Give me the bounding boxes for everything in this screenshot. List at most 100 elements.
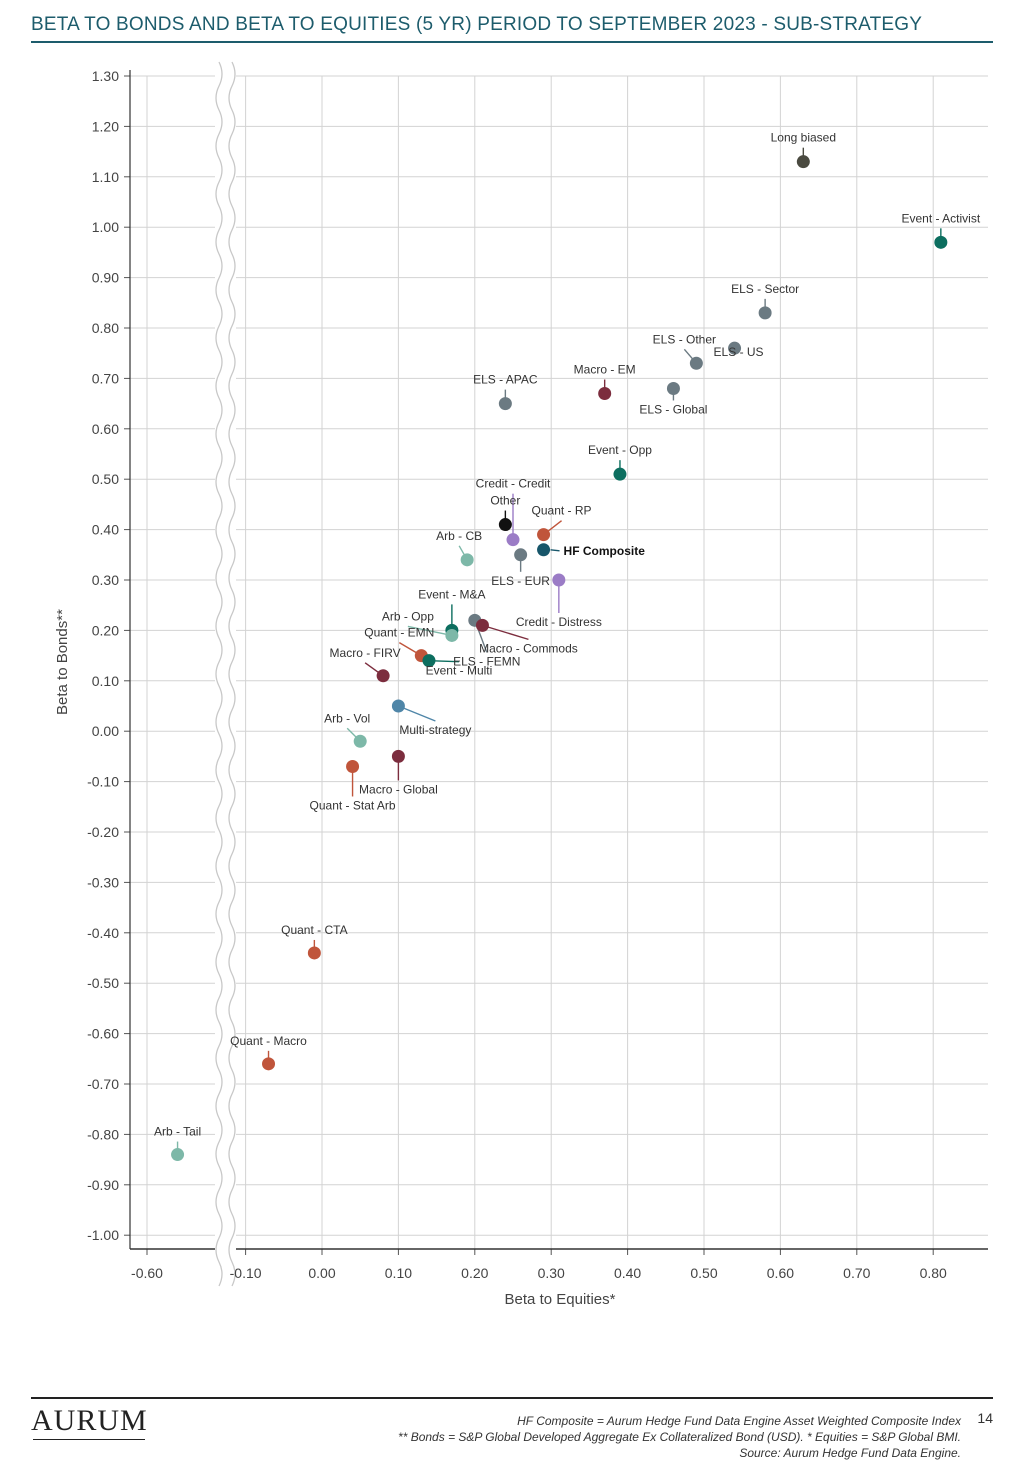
point-macro-commods: [475, 618, 489, 632]
point-label: Arb - Vol: [324, 711, 370, 725]
point-label: ELS - FEMN: [453, 654, 520, 668]
point-els-apac: [498, 397, 512, 411]
point-label: ELS - APAC: [473, 373, 538, 387]
logo-underline: [33, 1439, 145, 1440]
y-tick-label: 0.90: [92, 270, 119, 286]
y-tick-label: 1.00: [92, 219, 119, 235]
y-tick-label: -0.30: [87, 874, 119, 890]
point-label: Event - Activist: [901, 211, 980, 225]
point-label: Event - Opp: [588, 443, 652, 457]
x-axis-label: Beta to Equities*: [504, 1291, 616, 1308]
y-tick-label: 0.60: [92, 421, 119, 437]
x-tick-label: 0.30: [538, 1265, 565, 1281]
point-els-global: [666, 381, 680, 395]
x-tick-label: 0.60: [767, 1265, 794, 1281]
y-tick-label: -0.70: [87, 1076, 119, 1092]
title-rule: [31, 41, 993, 43]
point-multi-strategy: [391, 699, 405, 713]
point-label: ELS - Sector: [731, 282, 799, 296]
point-label: Long biased: [771, 131, 836, 145]
point-label: Quant - EMN: [364, 626, 434, 640]
point-els-us: [728, 341, 742, 355]
point-label: Other: [490, 494, 520, 508]
y-tick-label: -0.60: [87, 1026, 119, 1042]
point-quant-macro: [262, 1057, 276, 1071]
y-tick-label: 0.10: [92, 673, 119, 689]
y-tick-label: 0.30: [92, 572, 119, 588]
point-label: Macro - FIRV: [330, 646, 401, 660]
point-quant-stat-arb: [346, 759, 360, 773]
y-tick-label: -0.10: [87, 774, 119, 790]
point-label: ELS - Global: [639, 402, 707, 416]
axes: [124, 60, 988, 1287]
y-tick-label: 0.70: [92, 370, 119, 386]
y-tick-label: 0.40: [92, 522, 119, 538]
y-tick-label: -0.90: [87, 1177, 119, 1193]
y-tick-label: 0.50: [92, 471, 119, 487]
point-labels: Long biased Event - Activist ELS - Sector E…: [154, 131, 981, 1139]
point-label: Credit - Credit: [476, 477, 551, 491]
footnotes: HF Composite = Aurum Hedge Fund Data Eng…: [398, 1413, 961, 1461]
point-arb-vol: [353, 734, 367, 748]
y-tick-label: 1.10: [92, 169, 119, 185]
y-axis-label: Beta to Bonds**: [54, 609, 71, 715]
x-tick-label: 0.20: [461, 1265, 488, 1281]
y-tick-label: -0.40: [87, 925, 119, 941]
x-tick-label: 0.80: [920, 1265, 947, 1281]
point-credit-credit: [506, 533, 520, 547]
point-label: ELS - Other: [653, 332, 716, 346]
x-tick-label: 0.50: [690, 1265, 717, 1281]
point-label: Event - M&A: [418, 587, 485, 601]
footnote-source: Source: Aurum Hedge Fund Data Engine.: [739, 1446, 961, 1460]
point-label: ELS - US: [714, 345, 764, 359]
leader-line: [398, 705, 436, 722]
leader-line: [407, 625, 453, 637]
leader-line: [482, 624, 529, 641]
point-label: Macro - EM: [574, 363, 636, 377]
point-macro-firv: [376, 669, 390, 683]
point-els-sector: [758, 306, 772, 320]
point-quant-rp: [537, 528, 551, 542]
page-number: 14: [977, 1410, 993, 1426]
scatter-chart: 1.30 1.20 1.10 1.00 0.90 0.80 0.70 0.60 0.50 0.40…: [87, 60, 988, 1287]
point-label: Quant - RP: [532, 504, 592, 518]
grid-lines: [130, 75, 988, 1249]
x-tick-label: 0.40: [614, 1265, 641, 1281]
y-tick-label: -1.00: [87, 1227, 119, 1243]
point-long-biased: [796, 155, 810, 169]
point-label: ELS - EUR: [491, 574, 550, 588]
point-macro-global: [391, 749, 405, 763]
y-tick-label: 0.20: [92, 622, 119, 638]
footer-rule: [31, 1397, 993, 1399]
x-tick-label: 0.00: [308, 1265, 335, 1281]
axis-break-wave-right: [228, 61, 236, 1287]
point-label: Arb - Opp: [382, 609, 434, 623]
point-hf-composite: [537, 543, 551, 557]
point-label: Quant - Stat Arb: [310, 798, 396, 812]
point-arb-opp: [445, 628, 459, 642]
point-event-activist: [934, 235, 948, 249]
point-event-multi: [422, 654, 436, 668]
axis-break-wave-left: [215, 61, 223, 1287]
point-label: Macro - Commods: [479, 641, 578, 655]
y-tick-label: -0.80: [87, 1126, 119, 1142]
point-label: HF Composite: [564, 544, 646, 558]
point-els-other: [689, 356, 703, 370]
data-points: [171, 155, 948, 1162]
leader-line: [550, 549, 560, 552]
y-tick-label: 0.00: [92, 723, 119, 739]
aurum-logo: AURUM: [31, 1404, 148, 1437]
footnote-composite: HF Composite = Aurum Hedge Fund Data Eng…: [517, 1414, 961, 1428]
y-tick-label: -0.50: [87, 975, 119, 991]
point-label: Credit - Distress: [516, 615, 602, 629]
y-tick-label: 1.30: [92, 68, 119, 84]
point-label: Macro - Global: [359, 782, 438, 796]
point-label: Event - Multi: [426, 664, 493, 678]
point-els-eur: [514, 548, 528, 562]
point-arb-tail: [171, 1148, 185, 1162]
point-macro-em: [598, 387, 612, 401]
y-tick-label: 0.80: [92, 320, 119, 336]
point-label: Arb - CB: [436, 529, 482, 543]
x-tick-label: -0.10: [230, 1265, 262, 1281]
point-arb-cb: [460, 553, 474, 567]
